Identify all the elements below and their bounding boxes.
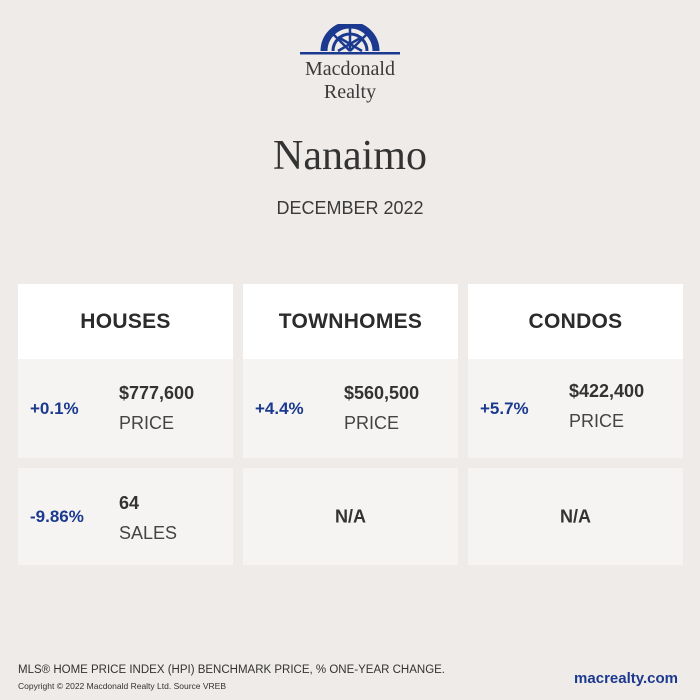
sales-change: -9.86% [30, 506, 84, 526]
price-label: PRICE [119, 413, 175, 433]
price-cell: +5.7% $422,400 PRICE [468, 359, 683, 458]
city-title: Nanaimo [273, 133, 427, 179]
column-header: TOWNHOMES [243, 284, 458, 359]
price-value: $777,600 [119, 383, 195, 403]
footer-copyright: Copyright © 2022 Macdonald Realty Ltd. S… [18, 681, 227, 691]
report-date: DECEMBER 2022 [276, 198, 424, 218]
brand-logo: Macdonald Realty [0, 24, 700, 104]
brand-name-line2: Realty [323, 81, 377, 103]
sales-value: 64 [119, 493, 140, 513]
brand-name-line1: Macdonald [305, 58, 395, 80]
column-header: HOUSES [18, 284, 233, 359]
price-change: +0.1% [30, 398, 79, 418]
column-header: CONDOS [468, 284, 683, 359]
price-label: PRICE [344, 413, 400, 433]
footer-disclaimer: MLS® HOME PRICE INDEX (HPI) BENCHMARK PR… [18, 664, 446, 676]
price-cell: +0.1% $777,600 PRICE [18, 359, 233, 458]
sales-cell: N/A [243, 468, 458, 565]
houses-column: HOUSES +0.1% $777,600 PRICE -9.86% 64 SA… [18, 284, 233, 565]
price-change: +5.7% [480, 398, 529, 418]
condos-column: CONDOS +5.7% $422,400 PRICE N/A [468, 284, 683, 565]
price-change: +4.4% [255, 398, 304, 418]
compass-arch-icon [300, 24, 400, 55]
price-cell: +4.4% $560,500 PRICE [243, 359, 458, 458]
sales-label: SALES [119, 523, 178, 543]
price-value: $560,500 [344, 383, 420, 403]
sales-cell: N/A [468, 468, 683, 565]
townhomes-column: TOWNHOMES +4.4% $560,500 PRICE N/A [243, 284, 458, 565]
sales-cell: -9.86% 64 SALES [18, 468, 233, 565]
sales-na: N/A [560, 506, 591, 526]
sales-na: N/A [335, 506, 366, 526]
website-link[interactable]: macrealty.com [574, 670, 678, 687]
price-value: $422,400 [569, 381, 645, 401]
price-label: PRICE [569, 411, 625, 431]
